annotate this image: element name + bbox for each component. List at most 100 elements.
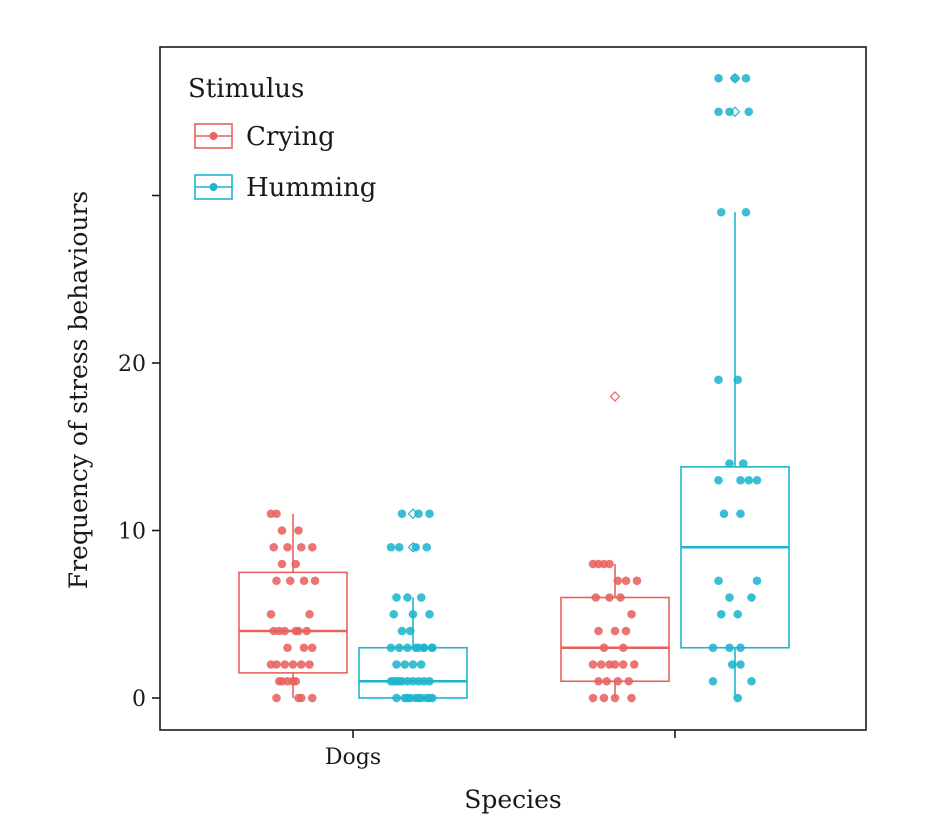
data-point: [610, 660, 620, 669]
data-point: [621, 576, 631, 586]
data-point: [733, 375, 743, 385]
y-axis-title: Frequency of stress behaviours: [64, 191, 93, 590]
data-point: [616, 593, 625, 602]
data-point: [425, 693, 434, 703]
data-point: [272, 693, 281, 703]
data-point: [277, 559, 287, 569]
x-tick-label: Dogs: [325, 745, 381, 770]
crying-points: [266, 509, 320, 703]
plot-marks: [238, 72, 790, 703]
data-point: [392, 593, 401, 602]
data-point: [725, 593, 734, 602]
data-point: [299, 643, 309, 653]
data-point: [266, 609, 276, 619]
y-tick-label: 10: [118, 520, 146, 545]
data-point: [403, 693, 412, 703]
data-point: [716, 609, 726, 619]
data-point: [618, 643, 628, 653]
plot-frame: [159, 46, 867, 731]
humming-box: [358, 508, 468, 699]
data-point: [392, 660, 401, 669]
data-point: [394, 676, 404, 686]
data-point: [599, 693, 609, 703]
data-point: [283, 643, 292, 653]
data-point: [602, 676, 612, 686]
data-point: [299, 576, 309, 586]
data-point: [627, 693, 636, 703]
legend-item-crying: Crying: [194, 122, 335, 152]
data-point: [741, 73, 751, 83]
data-point: [752, 475, 762, 485]
data-point: [414, 693, 423, 703]
data-point: [411, 643, 421, 653]
data-point: [632, 576, 642, 586]
data-point: [594, 676, 603, 686]
data-point: [736, 660, 745, 669]
data-point: [725, 459, 734, 468]
data-point: [594, 626, 603, 636]
data-point: [397, 626, 407, 636]
data-point: [414, 509, 423, 519]
iqr-box: [238, 571, 348, 674]
data-point: [591, 593, 601, 602]
data-point: [425, 509, 434, 519]
data-point: [599, 643, 609, 653]
data-point: [288, 660, 298, 669]
data-point: [752, 576, 762, 586]
crying-box: [560, 391, 670, 698]
data-point: [305, 660, 314, 669]
data-point: [596, 660, 606, 669]
data-point: [291, 559, 301, 569]
data-point: [305, 609, 314, 619]
data-point: [708, 643, 718, 653]
data-point: [736, 475, 745, 485]
data-point: [307, 643, 317, 653]
data-point: [727, 660, 737, 669]
data-point: [618, 660, 628, 669]
data-point: [741, 207, 751, 217]
data-point: [389, 609, 399, 619]
data-point: [744, 475, 754, 485]
data-point: [392, 693, 401, 703]
data-point: [613, 576, 623, 586]
data-point: [294, 693, 303, 703]
data-point: [610, 693, 620, 703]
data-point: [725, 643, 734, 653]
data-point: [408, 660, 418, 669]
data-point: [307, 542, 317, 552]
data-point: [425, 609, 434, 619]
y-tick-label: 20: [118, 352, 146, 377]
data-point: [627, 609, 636, 619]
data-point: [266, 660, 276, 669]
data-point: [730, 73, 740, 83]
data-point: [405, 626, 415, 636]
x-axis-title: Species: [464, 785, 562, 814]
data-point: [310, 576, 320, 586]
data-point: [302, 626, 312, 636]
data-point: [736, 643, 745, 653]
data-point: [708, 676, 718, 686]
data-point: [714, 576, 723, 586]
data-point: [416, 660, 426, 669]
data-point: [386, 643, 396, 653]
data-point: [283, 542, 292, 552]
legend-label: Crying: [246, 122, 335, 152]
legend-background: [180, 62, 420, 222]
data-point: [714, 375, 723, 385]
data-point: [716, 207, 726, 217]
data-point: [296, 542, 306, 552]
data-point: [394, 643, 404, 653]
data-point: [613, 676, 623, 686]
data-point: [419, 643, 429, 653]
data-point: [285, 576, 295, 586]
data-point: [621, 626, 631, 636]
crying-box: [238, 513, 348, 698]
data-point: [272, 509, 281, 519]
humming-box: [680, 72, 790, 698]
data-point: [422, 542, 432, 552]
y-tick-label: 0: [132, 687, 146, 712]
iqr-box: [358, 646, 468, 699]
data-point: [747, 593, 756, 602]
data-point: [714, 107, 723, 117]
